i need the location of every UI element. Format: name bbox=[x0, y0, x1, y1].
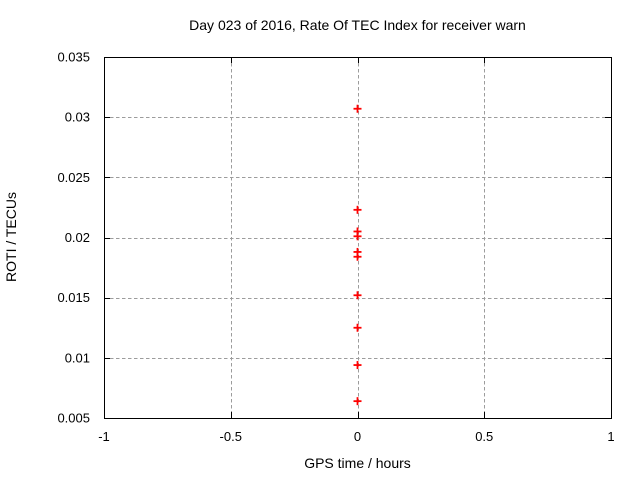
y-tick-label: 0.005 bbox=[57, 411, 90, 426]
tick-labels: 0.005 0.01 0.015 0.02 0.025 0.03 0.035 -1 -0.5 0 0… bbox=[57, 50, 614, 445]
data-point-marker bbox=[353, 232, 362, 241]
data-point-marker bbox=[353, 361, 362, 370]
data-point-marker bbox=[353, 291, 362, 300]
chart-title: Day 023 of 2016, Rate Of TEC Index for r… bbox=[189, 17, 526, 33]
y-tick-label: 0.015 bbox=[57, 290, 90, 305]
y-tick-label: 0.01 bbox=[65, 350, 90, 365]
y-tick-label: 0.025 bbox=[57, 170, 90, 185]
y-tick-label: 0.02 bbox=[65, 230, 90, 245]
x-tick-label: -1 bbox=[98, 429, 110, 444]
x-axis-title: GPS time / hours bbox=[304, 455, 411, 471]
y-tick-label: 0.035 bbox=[57, 50, 90, 65]
x-tick-label: 0 bbox=[354, 429, 361, 444]
axis-ticks bbox=[104, 57, 612, 419]
data-point-marker bbox=[353, 205, 362, 214]
x-tick-label: 1 bbox=[607, 429, 614, 444]
data-series bbox=[353, 104, 362, 406]
x-tick-label: 0.5 bbox=[475, 429, 493, 444]
data-point-marker bbox=[353, 397, 362, 406]
data-point-marker bbox=[353, 104, 362, 113]
data-point-marker bbox=[353, 323, 362, 332]
y-tick-label: 0.03 bbox=[65, 110, 90, 125]
x-tick-label: -0.5 bbox=[220, 429, 242, 444]
data-point-marker bbox=[353, 252, 362, 261]
